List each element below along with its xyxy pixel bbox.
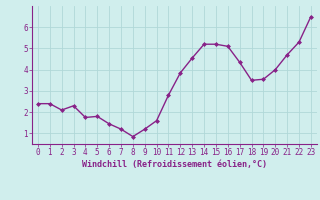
X-axis label: Windchill (Refroidissement éolien,°C): Windchill (Refroidissement éolien,°C) bbox=[82, 160, 267, 169]
